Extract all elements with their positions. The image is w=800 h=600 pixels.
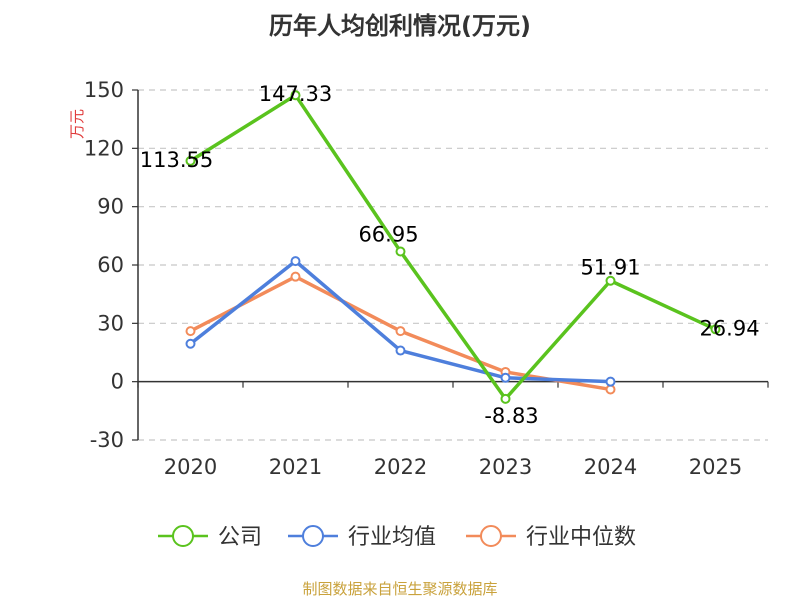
data-point[interactable] (290, 90, 301, 101)
x-tick-label: 2020 (164, 455, 217, 479)
series-line (189, 93, 717, 401)
source-text: 制图数据来自恒生聚源数据库 (302, 580, 497, 598)
legend-item[interactable]: 公司 (158, 525, 262, 550)
series-line (189, 259, 611, 384)
series-lines (185, 90, 721, 404)
x-tick-label: 2022 (374, 455, 427, 479)
data-label: 147.33 (259, 82, 332, 106)
chart-title: 历年人均创利情况(万元) (269, 12, 531, 40)
y-tick-label: 120 (84, 136, 124, 160)
legend-item[interactable]: 行业中位数 (466, 525, 636, 550)
data-label: 66.95 (358, 222, 418, 246)
legend[interactable]: 公司 行业均值 行业中位数 (158, 525, 636, 550)
grid-lines: -30 0 30 60 90 120 150 (84, 78, 768, 452)
data-point[interactable] (605, 376, 616, 387)
y-tick-label: 0 (111, 370, 124, 394)
series-0 (185, 90, 721, 404)
data-point[interactable] (290, 256, 301, 267)
series-1 (185, 256, 616, 387)
data-point[interactable] (605, 275, 616, 286)
x-tick-label: 2024 (584, 455, 637, 479)
y-tick-label: 60 (97, 253, 124, 277)
data-point[interactable] (500, 372, 511, 383)
legend-marker-icon (172, 525, 194, 547)
data-point[interactable] (395, 345, 406, 356)
data-point[interactable] (185, 338, 196, 349)
y-tick-label: 150 (84, 78, 124, 102)
x-tick-label: 2023 (479, 455, 532, 479)
data-point[interactable] (185, 326, 196, 337)
legend-marker-icon (480, 525, 502, 547)
legend-label: 行业中位数 (526, 525, 636, 550)
data-point[interactable] (395, 326, 406, 337)
y-tick-label: -30 (90, 428, 124, 452)
series-2 (185, 271, 616, 395)
data-point[interactable] (395, 246, 406, 257)
data-point[interactable] (500, 393, 511, 404)
data-label: -8.83 (484, 404, 538, 428)
x-tick-label: 2021 (269, 455, 322, 479)
data-label: 51.91 (580, 256, 640, 280)
legend-label: 公司 (218, 525, 262, 550)
data-label: 26.94 (699, 316, 759, 340)
data-label: 113.55 (140, 148, 213, 172)
data-point[interactable] (710, 324, 721, 335)
data-labels: 113.55 147.33 66.95 -8.83 51.91 26.94 (140, 82, 760, 428)
legend-label: 行业均值 (348, 525, 436, 550)
data-point[interactable] (290, 271, 301, 282)
axes: 2020 2021 2022 2023 2024 2025 (137, 90, 769, 479)
legend-marker-icon (302, 525, 324, 547)
data-point[interactable] (185, 155, 196, 166)
x-tick-label: 2025 (689, 455, 742, 479)
y-axis-label: 万元 (68, 109, 86, 139)
y-tick-label: 30 (97, 311, 124, 335)
y-tick-label: 90 (97, 195, 124, 219)
legend-item[interactable]: 行业均值 (288, 525, 436, 550)
